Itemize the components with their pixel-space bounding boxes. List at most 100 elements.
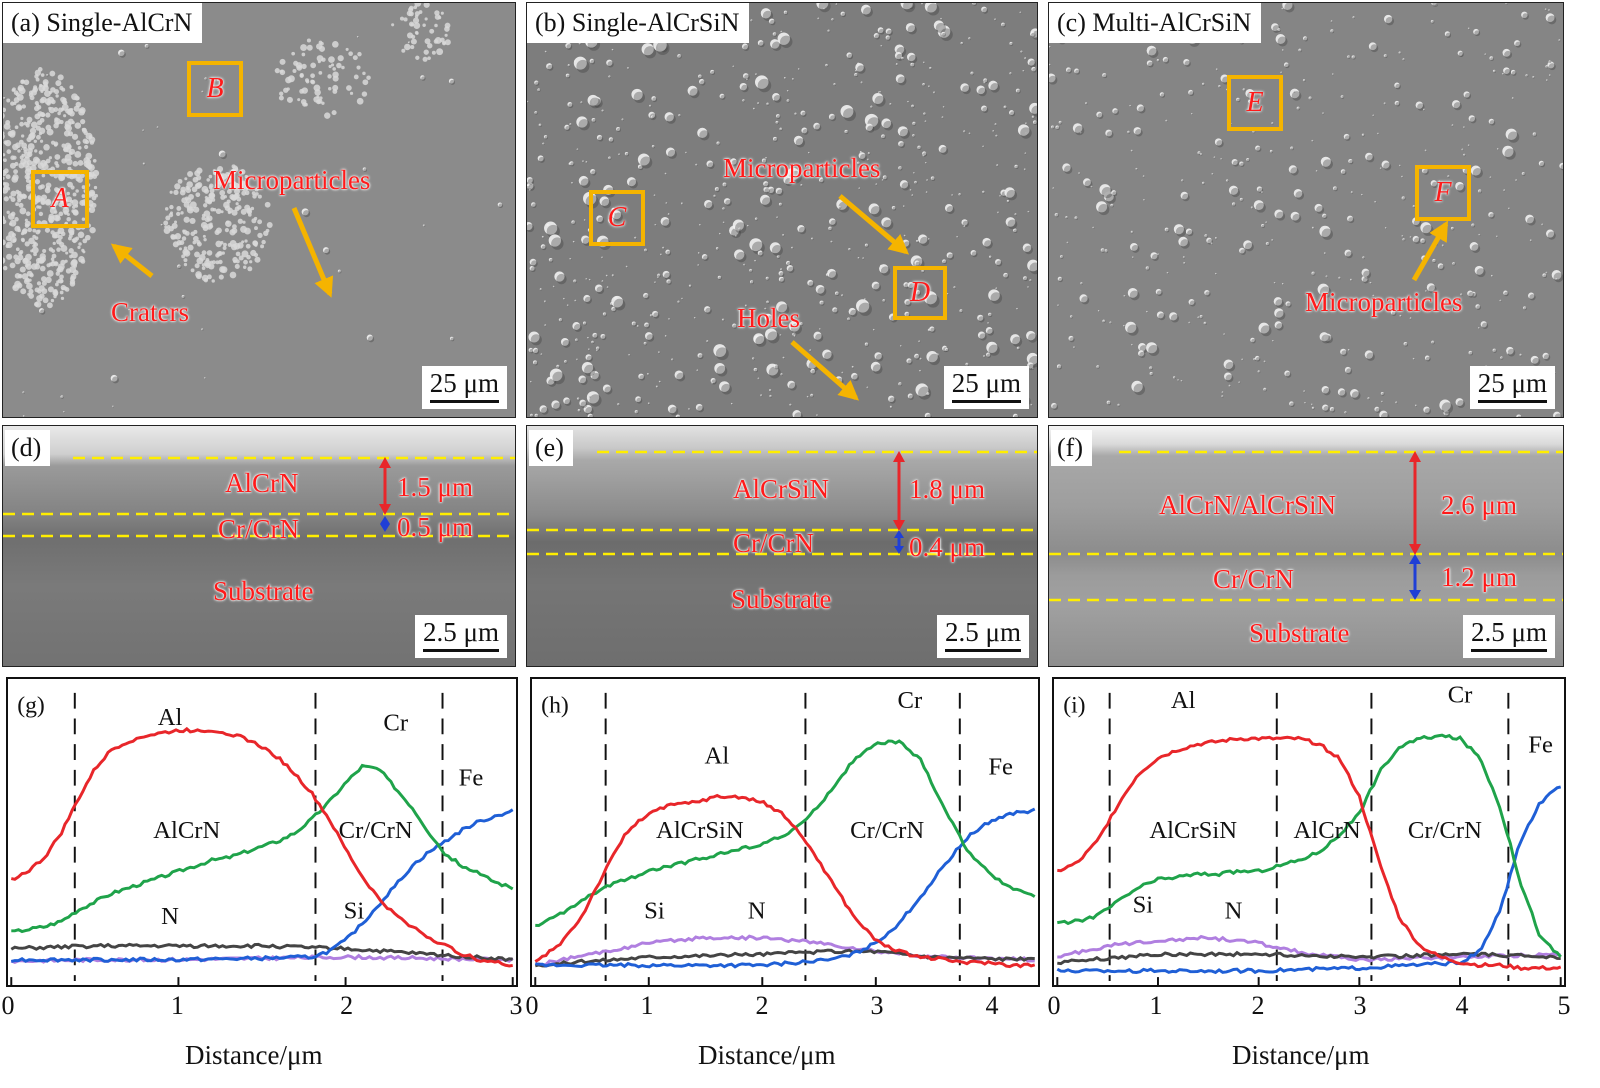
cross-section-f: (f) AlCrN/AlCrSiN Cr/CrN Substrate 2.6 μ…: [1048, 425, 1564, 667]
sem-surface-a: (a) Single-AlCrN A B Craters Micropartic…: [2, 2, 516, 418]
series-line-al: [10, 726, 513, 968]
series-line-fe: [1056, 785, 1562, 975]
x-tick-label: 3: [1353, 991, 1367, 1020]
series-line-fe: [535, 807, 1036, 969]
element-label-si: Si: [644, 897, 665, 924]
element-label-al: Al: [705, 742, 730, 769]
scale-bar-a: 25 μm: [421, 366, 507, 409]
panel-title-c: (c) Multi-AlCrSiN: [1049, 3, 1262, 43]
x-tick-label: 5: [1557, 991, 1571, 1020]
element-label-al: Al: [1171, 687, 1196, 714]
series-line-al: [1057, 735, 1562, 972]
x-tick-label: 0: [525, 991, 539, 1020]
region-box-e: E: [1227, 75, 1283, 131]
dashed-boundaries-f: [1049, 450, 1563, 602]
panel-label: (g): [17, 693, 45, 719]
layer-label-top: AlCrSiN: [733, 474, 830, 504]
panel-title-a: (a) Single-AlCrN: [3, 3, 203, 43]
region-label: AlCrSiN: [656, 817, 744, 844]
annotation-microparticles: Microparticles: [723, 153, 881, 183]
sem-surface-b: (b) Single-AlCrSiN C D Microparticles Ho…: [526, 2, 1038, 418]
region-box-c: C: [589, 190, 645, 246]
series-line-n: [1057, 950, 1561, 966]
thickness-mid: 0.4 μm: [909, 532, 985, 562]
annotation-holes: Holes: [737, 303, 800, 333]
scale-bar-c: 25 μm: [1469, 366, 1555, 409]
thickness-top: 1.5 μm: [397, 472, 473, 502]
layer-label-substrate: Substrate: [1249, 618, 1350, 648]
x-tick-label: 4: [985, 991, 999, 1020]
element-label-fe: Fe: [988, 754, 1013, 781]
thickness-top: 2.6 μm: [1441, 490, 1517, 520]
layer-label-substrate: Substrate: [731, 584, 832, 614]
region-label: Cr/CrN: [339, 817, 413, 844]
dashed-boundaries-e: [527, 450, 1037, 556]
element-label-si: Si: [344, 897, 365, 924]
line-scan-g: (g) AlCrN Cr/CrN Al Cr Fe N Si: [6, 677, 518, 987]
panel-label-f: (f): [1051, 430, 1092, 466]
element-label-n: N: [748, 897, 766, 924]
element-label-n: N: [1225, 897, 1243, 924]
element-label-fe: Fe: [459, 765, 484, 792]
x-tick-label: 0: [1047, 991, 1061, 1020]
thickness-mid: 1.2 μm: [1441, 562, 1517, 592]
region-label: AlCrN: [153, 817, 220, 844]
element-label-fe: Fe: [1528, 731, 1553, 758]
element-label-cr: Cr: [898, 687, 923, 714]
region-label: Cr/CrN: [1408, 817, 1482, 844]
x-tick-label: 1: [1149, 991, 1163, 1020]
region-label: Cr/CrN: [850, 817, 924, 844]
scale-bar-b: 25 μm: [943, 366, 1029, 409]
x-tick-label: 2: [755, 991, 769, 1020]
element-label-cr: Cr: [1448, 682, 1473, 709]
x-tick-label: 1: [640, 991, 654, 1020]
layer-label-substrate: Substrate: [213, 576, 314, 606]
region-box-f: F: [1415, 165, 1471, 221]
layer-label-mid: Cr/CrN: [218, 514, 299, 544]
annotation-craters: Craters: [111, 297, 189, 327]
region-box-a: A: [31, 170, 89, 228]
x-tick-label: 2: [340, 991, 354, 1020]
cross-section-d: (d) AlCrN Cr/CrN Substrate 1.5 μm 0.5 μm…: [2, 425, 516, 667]
sem-texture-a: [3, 3, 504, 417]
series-line-cr: [535, 739, 1036, 927]
series-line-n: [534, 948, 1035, 968]
line-scan-i: (i) AlCrSiN AlCrN Cr/CrN Al Cr Fe N Si: [1052, 677, 1566, 987]
x-tick-label: 3: [870, 991, 884, 1020]
layer-label-mid: Cr/CrN: [1213, 564, 1294, 594]
x-tick-label: 3: [509, 991, 523, 1020]
region-box-b: B: [187, 61, 243, 117]
thickness-top: 1.8 μm: [909, 474, 985, 504]
region-label: AlCrSiN: [1149, 817, 1237, 844]
scale-bar-d: 2.5 μm: [415, 615, 507, 658]
layer-label-top: AlCrN: [225, 468, 299, 498]
element-label-n: N: [161, 903, 179, 930]
element-label-cr: Cr: [383, 709, 408, 736]
annotation-microparticles: Microparticles: [1305, 287, 1463, 317]
x-tick-label: 1: [170, 991, 184, 1020]
sem-surface-c: (c) Multi-AlCrSiN E F Microparticles 25 …: [1048, 2, 1564, 418]
thickness-arrow-mid: [380, 516, 390, 532]
x-axis-label-g: Distance/μm: [185, 1040, 323, 1070]
plot-svg-i: (i) AlCrSiN AlCrN Cr/CrN Al Cr Fe N Si: [1056, 682, 1562, 985]
cross-section-e: (e) AlCrSiN Cr/CrN Substrate 1.8 μm 0.4 …: [526, 425, 1038, 667]
sem-texture-c: [1049, 3, 1563, 417]
dashed-boundaries-d: [3, 456, 515, 538]
panel-label: (i): [1063, 693, 1085, 719]
panel-label: (h): [541, 693, 569, 719]
plot-svg-h: (h) AlCrSiN Cr/CrN Al Cr Fe N Si: [534, 687, 1036, 985]
annotation-microparticles: Microparticles: [213, 165, 371, 195]
series-line-fe: [10, 808, 514, 964]
panel-title-b: (b) Single-AlCrSiN: [527, 3, 750, 43]
panel-label-e: (e): [529, 430, 573, 466]
layer-label-mid: Cr/CrN: [733, 528, 814, 558]
scale-bar-e: 2.5 μm: [937, 615, 1029, 658]
region-label: AlCrN: [1294, 817, 1361, 844]
x-tick-label: 4: [1455, 991, 1469, 1020]
element-label-al: Al: [158, 704, 183, 731]
series-line-cr: [1057, 733, 1562, 958]
series-line-al: [534, 793, 1036, 969]
x-axis-label-i: Distance/μm: [1232, 1040, 1370, 1070]
thickness-mid: 0.5 μm: [397, 512, 473, 542]
x-tick-label: 2: [1251, 991, 1265, 1020]
